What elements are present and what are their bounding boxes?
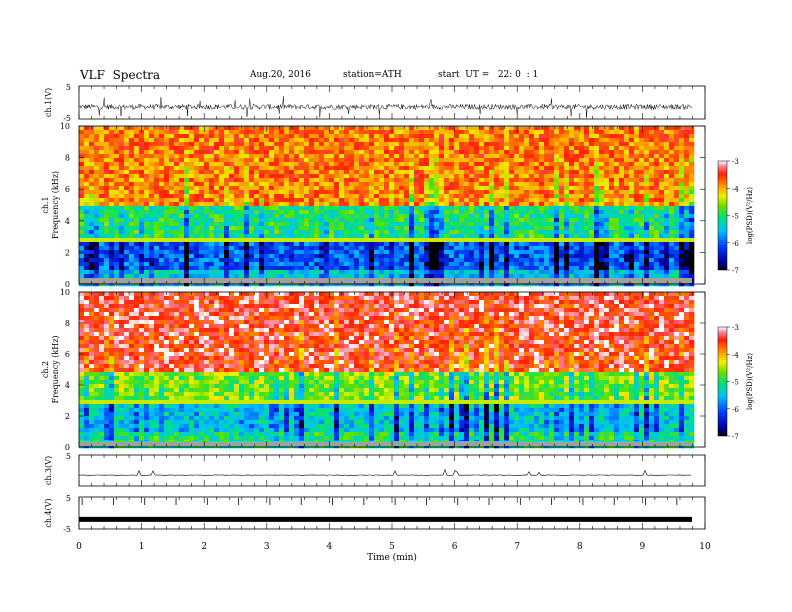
ch4-waveform-ylabel: ch.4(V) (44, 498, 53, 527)
spec-ytick: 8 (65, 154, 70, 163)
ch4-ytick-bottom: -5 (63, 525, 71, 534)
colorbar-tick: -6 (732, 240, 739, 248)
x-tick-label: 10 (699, 542, 711, 552)
colorbar-tick: -3 (732, 158, 739, 166)
colorbar-tick: -6 (732, 406, 739, 414)
date-label: Aug.20, 2016 (250, 70, 311, 80)
x-tick-label: 5 (389, 542, 395, 552)
spectrogram-ch2 (79, 292, 695, 449)
ch1-ytick-top: 5 (66, 83, 71, 92)
spectrogram-channel-label: ch.1 (41, 196, 50, 213)
spec-ytick: 0 (65, 443, 70, 452)
spectrogram-channel-label: ch.2 (41, 361, 50, 378)
spectrogram-frequency-label: Frequency (kHz) (51, 171, 60, 239)
spectrogram-ch1 (79, 126, 695, 287)
colorbar (717, 160, 728, 271)
low-frequency-band (79, 278, 692, 283)
spec-ytick: 2 (65, 248, 70, 257)
spec-ytick: 10 (60, 122, 70, 131)
x-tick-label: 6 (452, 542, 458, 552)
spec-ytick: 10 (60, 288, 70, 297)
x-tick-label: 0 (76, 542, 82, 552)
spec-ytick: 4 (65, 217, 70, 226)
spectrogram-frequency-label: Frequency (kHz) (51, 335, 60, 403)
colorbar-tick: -4 (732, 351, 739, 359)
ch4-ytick-top: 5 (66, 494, 71, 503)
spec-ytick: 6 (65, 185, 70, 194)
colorbar-tick: -7 (732, 433, 739, 441)
ch3-ytick-top: 5 (66, 452, 71, 461)
x-tick-label: 3 (264, 542, 270, 552)
x-tick-label: 2 (201, 542, 207, 552)
colorbar-label: log(PSD)(V²/Hz) (746, 187, 754, 244)
colorbar-tick: -7 (732, 267, 739, 275)
x-tick-label: 4 (327, 542, 333, 552)
x-tick-label: 1 (139, 542, 145, 552)
ch1-ytick-bottom: -5 (63, 114, 71, 123)
colorbar-tick: -3 (732, 324, 739, 332)
colorbar-tick: -4 (732, 185, 739, 193)
spec-ytick: 8 (65, 319, 70, 328)
low-frequency-band (79, 441, 692, 446)
spec-ytick: 4 (65, 381, 70, 390)
colorbar-label: log(PSD)(V²/Hz) (746, 353, 754, 410)
ch3-waveform-line (78, 468, 692, 476)
plot-title: VLF Spectra (80, 68, 161, 82)
ch1-waveform-line (78, 96, 692, 118)
x-tick-label: 7 (514, 542, 520, 552)
spec-ytick: 2 (65, 412, 70, 421)
x-tick-label: 9 (640, 542, 646, 552)
colorbar-tick: -5 (732, 379, 739, 387)
x-tick-label: 8 (577, 542, 583, 552)
station-label: station=ATH (343, 70, 402, 80)
x-axis-label: Time (min) (367, 552, 417, 563)
spec-ytick: 0 (65, 280, 70, 289)
ch1-waveform-ylabel: ch.1(V) (44, 88, 53, 117)
colorbar (717, 326, 728, 437)
start-time-label: start UT = 22: 0 : 1 (438, 70, 539, 80)
ch3-waveform-ylabel: ch.3(V) (44, 456, 53, 485)
colorbar-tick: -5 (732, 213, 739, 221)
spec-ytick: 6 (65, 350, 70, 359)
